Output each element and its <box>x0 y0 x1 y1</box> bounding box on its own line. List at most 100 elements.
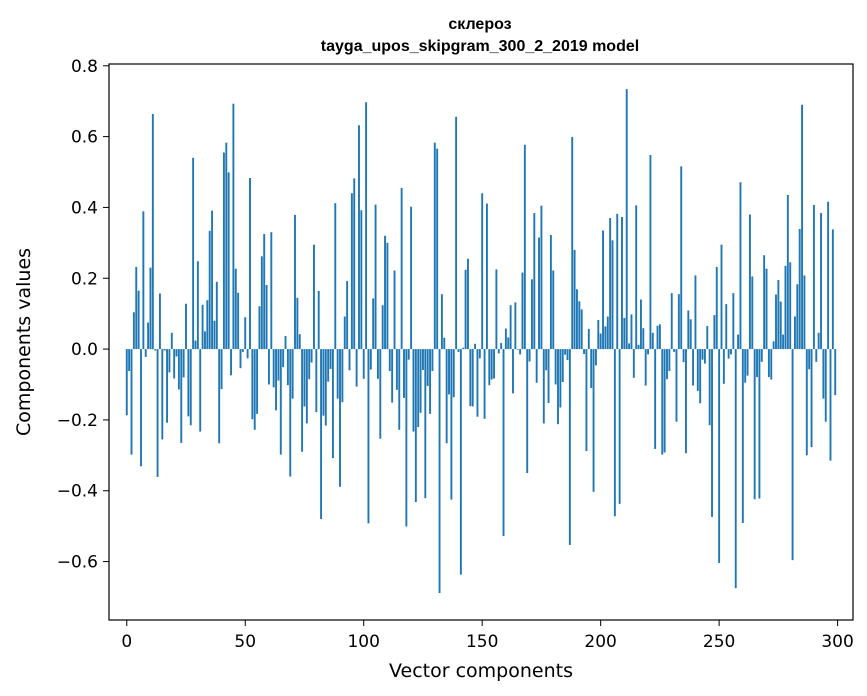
bar <box>341 349 344 403</box>
bar <box>161 349 164 440</box>
bar <box>367 349 370 524</box>
bar <box>630 314 633 350</box>
bar <box>512 349 514 394</box>
bar <box>208 230 211 350</box>
bar <box>554 349 557 385</box>
bar <box>597 320 600 350</box>
bar <box>549 235 552 350</box>
bar <box>296 297 299 350</box>
bar <box>561 349 564 383</box>
bar <box>251 349 254 420</box>
bar <box>585 349 588 452</box>
y-tick-label: 0.4 <box>71 198 98 218</box>
bar <box>680 166 683 350</box>
y-tick-label: −0.6 <box>57 553 98 573</box>
bar <box>156 349 159 477</box>
bar <box>220 349 223 390</box>
bar <box>343 316 346 350</box>
bar <box>305 349 308 424</box>
y-tick-label: 0.8 <box>71 57 98 77</box>
bar <box>426 349 429 386</box>
bar <box>244 317 247 350</box>
y-tick-label: 0.2 <box>71 269 98 289</box>
bar <box>362 349 365 379</box>
bar <box>625 89 628 350</box>
bar <box>609 218 612 350</box>
bar <box>331 349 334 459</box>
bar <box>576 289 578 350</box>
bar <box>194 340 197 350</box>
bar <box>741 349 744 523</box>
bar <box>132 312 135 350</box>
x-tick-label: 50 <box>234 632 256 652</box>
bar <box>526 349 529 474</box>
bar <box>810 349 813 448</box>
bar <box>490 349 493 380</box>
bar <box>175 349 178 357</box>
bar <box>737 334 740 350</box>
bar <box>692 349 695 386</box>
bar <box>308 349 311 380</box>
bar <box>772 341 775 350</box>
bar <box>173 349 176 379</box>
bar <box>474 343 477 350</box>
bar <box>166 349 168 423</box>
bar <box>812 204 815 350</box>
bar <box>784 265 787 350</box>
bar <box>189 349 192 426</box>
bar <box>715 266 718 350</box>
bar <box>708 349 711 426</box>
bar <box>455 116 458 350</box>
bar <box>831 229 834 350</box>
bar <box>744 349 747 383</box>
bar <box>521 272 524 350</box>
bar <box>327 349 330 382</box>
bar <box>689 319 692 350</box>
chart-subtitle: tayga_upos_skipgram_300_2_2019 model <box>321 38 639 55</box>
bar <box>204 331 206 350</box>
bar <box>583 349 586 355</box>
bar <box>467 258 469 350</box>
bar <box>256 349 259 414</box>
bar <box>263 233 266 350</box>
y-tick-label: −0.4 <box>57 482 98 502</box>
bar <box>523 144 526 350</box>
bar <box>571 136 574 350</box>
bar <box>613 349 616 517</box>
bar <box>722 349 725 384</box>
bar <box>384 235 386 350</box>
bar <box>436 148 439 350</box>
bar <box>727 349 730 359</box>
bar <box>405 349 408 527</box>
bar <box>758 349 761 499</box>
bar <box>270 232 273 350</box>
bar <box>230 349 232 376</box>
chart-title: склероз <box>448 16 511 33</box>
bar <box>587 328 590 350</box>
bar <box>336 349 339 399</box>
bar <box>267 349 270 385</box>
bar <box>580 309 583 350</box>
x-tick-label: 0 <box>121 632 132 652</box>
bar <box>289 349 292 477</box>
bar <box>372 298 375 350</box>
bar <box>275 349 277 411</box>
bar <box>168 349 171 373</box>
bar <box>412 349 415 432</box>
bar <box>414 349 417 503</box>
bar <box>782 334 785 350</box>
bar <box>699 349 702 404</box>
bar <box>192 157 195 350</box>
x-axis-label: Vector components <box>389 660 573 682</box>
bar <box>360 210 363 350</box>
bar <box>618 349 621 504</box>
bar <box>822 349 825 399</box>
bar <box>440 294 443 350</box>
bar <box>253 349 256 430</box>
bar <box>639 299 642 350</box>
bar <box>398 349 401 430</box>
bar <box>779 301 782 350</box>
bar <box>374 204 377 350</box>
bar <box>805 349 808 456</box>
bar <box>346 281 349 350</box>
